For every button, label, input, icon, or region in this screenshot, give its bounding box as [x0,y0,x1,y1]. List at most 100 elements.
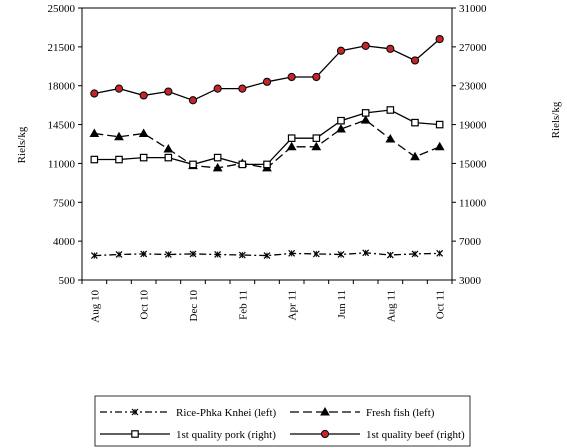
data-point [213,84,222,93]
data-point [90,89,99,98]
data-point [139,91,148,100]
data-point [287,72,296,82]
data-point [362,249,370,257]
data-point [188,96,198,105]
data-point [89,128,100,137]
plot-frame [81,7,453,281]
left-tick-label: 11000 [48,158,76,170]
data-point [164,153,173,162]
data-point [238,160,247,169]
left-tick-label: 14500 [48,120,76,132]
series-3 [90,34,444,105]
data-point [336,124,346,133]
data-point [114,84,124,93]
right-tick-label: 19000 [459,120,487,132]
right-tick-label: 15000 [459,158,487,170]
data-point [90,155,99,164]
x-axis: Aug 10 Oct 10 Dec 10 Feb 11 Apr 11 Jun 11 Aug … [81,280,453,323]
series-2 [90,106,444,169]
data-point [238,84,247,93]
data-point [189,160,197,169]
data-point [238,251,246,259]
legend-label: 1st quality pork (right) [176,429,276,441]
left-tick-label: 4000 [53,236,76,248]
x-tick-label: Oct 10 [139,290,151,320]
data-point [312,250,320,258]
series-0 [90,249,444,259]
data-point [262,77,272,86]
legend: Rice-Phka Knhei (left) Fresh fish (left) 1… [100,406,465,441]
data-point [138,128,149,137]
data-point [213,153,222,162]
data-point [139,153,148,162]
x-tick-label: Oct 11 [435,290,447,319]
right-tick-label: 7000 [459,236,482,248]
legend-entry: Rice-Phka Knhei (left) [100,407,277,419]
data-point [131,408,139,416]
legend-entry: 1st quality pork (right) [100,429,276,441]
data-point [164,87,173,96]
left-tick-label: 500 [59,275,76,287]
data-point [312,134,321,142]
left-tick-label: 25000 [48,3,76,15]
data-point [288,249,296,257]
data-point [312,72,321,82]
x-tick-label: Apr 11 [287,290,299,320]
legend-label: 1st quality beef (right) [366,429,465,441]
data-point [385,133,396,143]
data-point [320,406,330,416]
data-point [320,429,330,439]
data-point [361,41,370,50]
data-point [115,251,123,258]
legend-entry: Fresh fish (left) [290,406,435,419]
data-point [337,116,345,125]
data-point [386,106,395,114]
data-point [263,252,271,259]
series-layer [89,34,445,259]
data-point [164,251,172,258]
data-point [434,141,445,151]
data-point [287,134,296,142]
data-point [336,46,346,55]
x-tick-label: Dec 10 [188,290,200,322]
x-tick-label: Feb 11 [237,290,249,320]
left-axis: 500 4000 7500 11000 14500 18000 21500 25000 [48,3,82,287]
data-point [163,143,174,153]
right-axis: 3000 7000 11000 15000 19000 23000 27000 31000 [452,3,487,287]
data-point [361,109,370,117]
x-tick-label: Aug 11 [385,290,397,322]
x-tick-label: Aug 10 [89,290,101,323]
data-point [286,141,297,151]
right-axis-label: Riels/kg [550,101,562,138]
data-point [410,151,420,161]
data-point [386,251,394,259]
data-point [411,118,419,127]
data-point [214,251,222,258]
legend-label: Rice-Phka Knhei (left) [176,407,277,419]
left-axis-label: Riels/kg [16,126,28,163]
right-tick-label: 23000 [459,81,487,93]
data-point [90,252,98,259]
right-tick-label: 31000 [459,3,487,15]
data-point [212,162,223,172]
legend-frame [94,395,471,447]
legend-label: Fresh fish (left) [366,407,435,419]
right-tick-label: 11000 [459,197,487,209]
data-point [386,44,395,53]
series-line [94,252,440,257]
data-point [410,56,420,65]
data-point [435,34,444,44]
data-point [436,249,444,257]
data-point [131,430,139,438]
data-point [263,160,271,169]
data-point [114,131,124,141]
data-point [360,115,371,124]
data-point [411,250,419,258]
left-tick-label: 21500 [48,42,76,54]
data-point [311,141,322,151]
right-tick-label: 3000 [459,275,482,287]
right-tick-label: 27000 [459,42,487,54]
x-tick-label: Jun 11 [336,290,348,319]
data-point [337,251,345,258]
